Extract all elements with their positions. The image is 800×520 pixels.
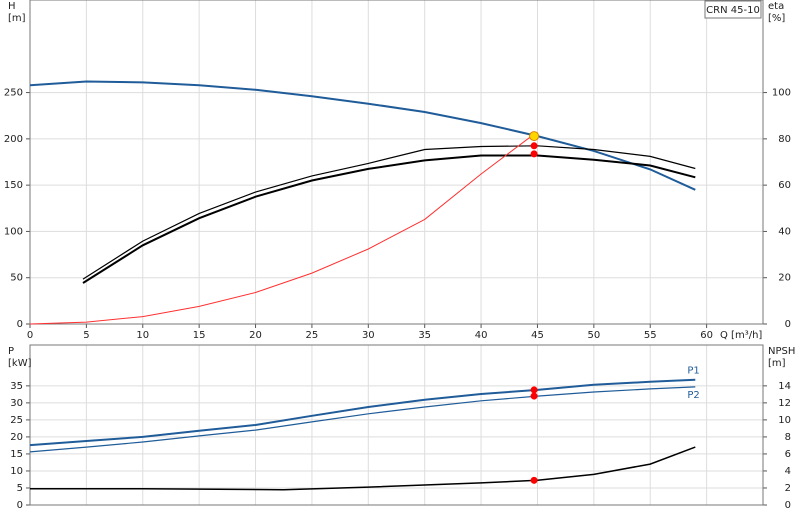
model-box: [704, 0, 762, 19]
y2-tick-label: 20: [778, 273, 791, 284]
y2-axis-unit: [m]: [768, 358, 786, 369]
x-axis-label: Q [m³/h]: [720, 330, 762, 341]
y-tick-label: 150: [4, 180, 23, 191]
x-tick-label: 60: [700, 330, 713, 341]
x-tick-label: 5: [83, 330, 89, 341]
y2-tick-label: 40: [778, 226, 791, 237]
y-tick-label: 0: [17, 319, 23, 330]
curve: [29, 378, 696, 447]
plot-area: [30, 345, 763, 505]
y-tick-label: 200: [4, 134, 23, 145]
x-tick-label: 25: [306, 330, 319, 341]
x-tick-label: 20: [249, 330, 262, 341]
curve: [29, 386, 696, 453]
y2-axis-label: NPSH: [768, 346, 795, 357]
model-label: CRN 45-10: [706, 5, 760, 16]
x-tick-label: 15: [193, 330, 206, 341]
y2-tick-label: 100: [772, 88, 791, 99]
y2-tick-label: 0: [785, 500, 791, 511]
y-tick-label: 20: [10, 432, 23, 443]
y-tick-label: 10: [10, 466, 23, 477]
x-tick-label: 30: [362, 330, 375, 341]
x-tick-label: 50: [587, 330, 600, 341]
y-tick-label: 25: [10, 415, 23, 426]
y-tick-label: 35: [10, 381, 23, 392]
y2-tick-label: 10: [778, 415, 791, 426]
y2-axis-unit: [%]: [768, 13, 785, 24]
curve: [82, 154, 696, 284]
y-axis-unit: [kW]: [8, 358, 32, 369]
duty-point: [530, 386, 538, 394]
y-tick-label: 15: [10, 449, 23, 460]
duty-point: [530, 392, 538, 400]
x-tick-label: 45: [531, 330, 544, 341]
plot-frame: [29, 344, 764, 506]
duty-point: [530, 142, 538, 150]
curve: [29, 133, 535, 325]
y-axis-label: H: [8, 1, 16, 12]
y-axis-unit: [m]: [8, 13, 26, 24]
y-tick-label: 0: [17, 500, 23, 511]
y-tick-label: 30: [10, 398, 23, 409]
y2-tick-label: 80: [778, 134, 791, 145]
y2-tick-label: 4: [785, 466, 791, 477]
y2-tick-label: 8: [785, 432, 791, 443]
x-tick-label: 10: [136, 330, 149, 341]
curve: [82, 145, 696, 280]
duty-point: [530, 150, 538, 158]
y2-tick-label: 14: [778, 381, 791, 392]
y2-tick-label: 60: [778, 180, 791, 191]
y2-tick-label: 12: [778, 398, 791, 409]
duty-point: [529, 131, 540, 142]
y-tick-label: 100: [4, 226, 23, 237]
series-label: P1: [687, 366, 699, 377]
x-tick-label: 40: [475, 330, 488, 341]
y2-tick-label: 6: [785, 449, 791, 460]
x-tick-label: 35: [418, 330, 431, 341]
plot-frame: [29, 0, 764, 325]
y-tick-label: 5: [17, 483, 23, 494]
y-tick-label: 250: [4, 88, 23, 99]
y2-tick-label: 0: [785, 319, 791, 330]
plot-area: [30, 0, 763, 324]
curve: [30, 446, 696, 491]
y-axis-label: P: [8, 346, 14, 357]
duty-point: [530, 476, 538, 484]
y2-axis-label: eta: [768, 1, 784, 12]
series-label: P2: [687, 390, 699, 401]
curve: [29, 80, 696, 191]
x-tick-label: 0: [27, 330, 33, 341]
x-tick-label: 55: [644, 330, 657, 341]
y-tick-label: 50: [10, 273, 23, 284]
y2-tick-label: 2: [785, 483, 791, 494]
